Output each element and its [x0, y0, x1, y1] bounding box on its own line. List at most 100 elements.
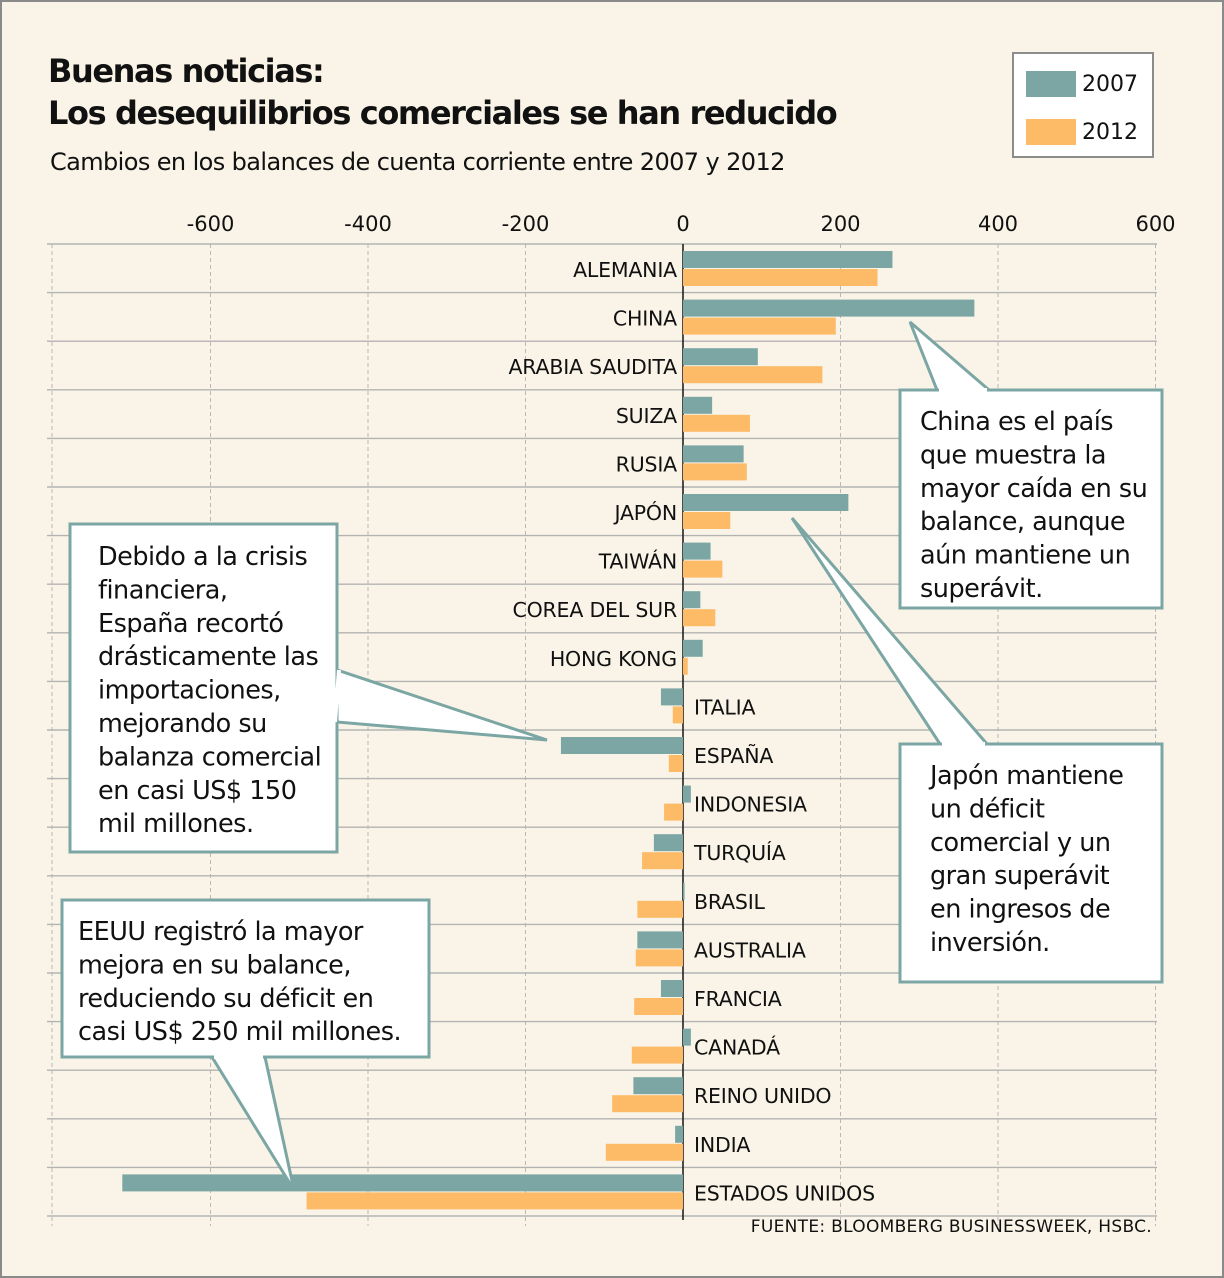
bar-2012: [637, 901, 683, 918]
bar-2007: [683, 348, 758, 365]
bar-2007: [683, 300, 974, 317]
callout-text-line: gran superávit: [930, 861, 1110, 891]
bar-2012: [683, 415, 750, 432]
bar-2007: [637, 931, 683, 948]
bar-2012: [683, 512, 730, 529]
bar-2012: [683, 463, 747, 480]
bar-2007: [633, 1077, 683, 1094]
bar-2007: [675, 1126, 683, 1143]
x-tick-label: 0: [676, 212, 689, 236]
callout-text-line: importaciones,: [98, 676, 281, 706]
bar-2007: [561, 737, 683, 754]
x-tick-label: 200: [820, 212, 860, 236]
bar-2012: [683, 366, 822, 383]
category-label: BRASIL: [694, 890, 766, 914]
callout-text-line: financiera,: [98, 575, 228, 605]
callout-pointer: [910, 322, 989, 390]
bar-2007: [683, 251, 892, 268]
category-label: ARABIA SAUDITA: [508, 355, 677, 379]
bar-2007: [683, 445, 744, 462]
callout-text-line: balanza comercial: [98, 742, 321, 772]
category-label: ALEMANIA: [573, 258, 677, 282]
category-label: COREA DEL SUR: [512, 598, 677, 622]
callout-text-line: mejora en su balance,: [78, 950, 351, 980]
category-label: HONG KONG: [550, 647, 677, 671]
callout-text-line: China es el país: [920, 407, 1113, 437]
bar-2012: [673, 706, 683, 723]
bar-2007: [654, 834, 683, 851]
bar-2012: [683, 318, 836, 335]
bar-2007: [683, 397, 712, 414]
callout-text-line: Debido a la crisis: [98, 542, 307, 572]
category-label: CANADÁ: [694, 1035, 780, 1060]
category-label: ESPAÑA: [694, 742, 773, 768]
category-label: FRANCIA: [694, 987, 782, 1011]
callout-text-line: que muestra la: [920, 440, 1106, 470]
x-tick-label: 600: [1135, 212, 1175, 236]
bar-2007: [683, 494, 848, 511]
bar-2007: [661, 980, 683, 997]
callout-text-line: balance, aunque: [920, 507, 1125, 537]
x-tick-label: -600: [187, 212, 235, 236]
category-label: TURQUÍA: [693, 840, 786, 865]
bar-2012: [636, 949, 683, 966]
bar-2012: [664, 804, 683, 821]
bar-2007: [683, 1029, 691, 1046]
bar-2012: [683, 609, 715, 626]
category-label: REINO UNIDO: [694, 1084, 831, 1108]
bar-2012: [642, 852, 683, 869]
callout-text-line: inversión.: [930, 928, 1050, 958]
bar-2012: [683, 269, 878, 286]
bar-2012: [606, 1144, 683, 1161]
category-label: AUSTRALIA: [694, 938, 806, 962]
callout-text-line: casi US$ 250 mil millones.: [78, 1017, 401, 1047]
callout-text-line: mil millones.: [98, 809, 254, 839]
bar-2012: [307, 1192, 683, 1209]
x-tick-label: -200: [502, 212, 550, 236]
source-note: FUENTE: BLOOMBERG BUSINESSWEEK, HSBC.: [751, 1217, 1152, 1237]
bar-2012: [683, 658, 688, 675]
callout-text-line: comercial y un: [930, 828, 1111, 858]
bar-2007: [683, 591, 700, 608]
bar-2007: [683, 883, 685, 900]
callout-text-line: mayor caída en su: [920, 474, 1147, 504]
callout-text-line: mejorando su: [98, 709, 267, 739]
bar-2012: [683, 561, 722, 578]
callout-text-line: EEUU registró la mayor: [78, 917, 364, 947]
bar-2007: [683, 786, 691, 803]
bar-2007: [683, 640, 703, 657]
callout-text-line: un déficit: [930, 794, 1045, 824]
callout-pointer: [212, 1057, 294, 1190]
callout-text-line: reduciendo su déficit en: [78, 984, 373, 1014]
bar-2012: [634, 998, 683, 1015]
category-label: RUSIA: [616, 452, 678, 476]
callout-text-line: drásticamente las: [98, 642, 319, 672]
category-label: CHINA: [613, 307, 677, 331]
category-label: INDONESIA: [694, 793, 807, 817]
category-label: ESTADOS UNIDOS: [694, 1181, 875, 1205]
category-label: SUIZA: [616, 404, 677, 428]
bar-2007: [661, 688, 683, 705]
callout-text-line: en casi US$ 150: [98, 776, 296, 806]
category-label: JAPÓN: [612, 500, 677, 525]
category-label: ITALIA: [694, 695, 755, 719]
bar-2012: [612, 1095, 683, 1112]
callout-text-line: España recortó: [98, 609, 283, 639]
bar-2007: [683, 543, 711, 560]
callout-text-line: Japón mantiene: [928, 761, 1123, 791]
callout-text-line: superávit.: [920, 574, 1043, 604]
callout-text-line: en ingresos de: [930, 895, 1110, 925]
x-tick-label: 400: [978, 212, 1018, 236]
category-label: INDIA: [694, 1133, 750, 1157]
bar-2007: [122, 1174, 683, 1191]
bar-2012: [669, 755, 683, 772]
bar-2012: [632, 1047, 683, 1064]
x-tick-label: -400: [344, 212, 392, 236]
category-label: TAIWÁN: [598, 549, 677, 574]
callout-text-line: aún mantiene un: [920, 541, 1130, 571]
